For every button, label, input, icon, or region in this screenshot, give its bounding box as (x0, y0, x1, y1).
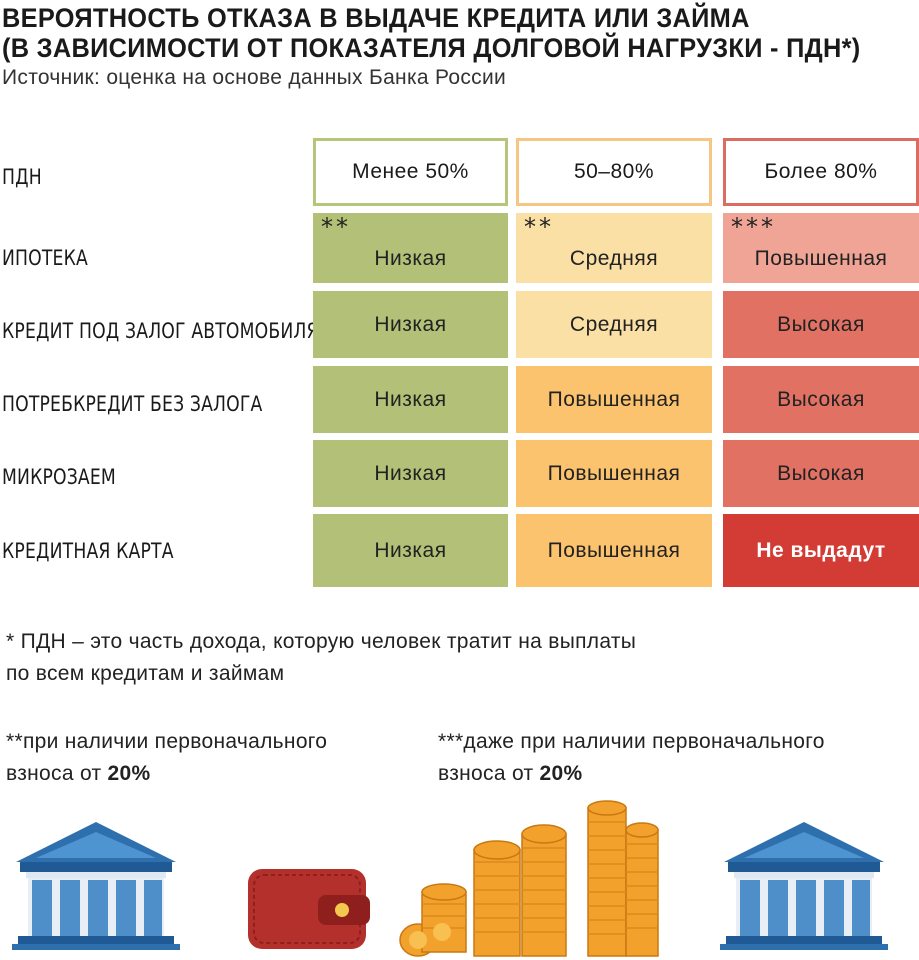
table-cell: Низкая (313, 291, 508, 358)
footnote-line: по всем кредитам и займам (6, 662, 285, 685)
footnote-value: 20% (107, 762, 151, 785)
footnote-value: 20% (539, 762, 583, 785)
source-note: Источник: оценка на основе данных Банка … (2, 66, 507, 89)
footnote-stars: *** (731, 213, 776, 241)
footnote-line: взноса от 20% (438, 758, 825, 790)
page-title: ВЕРОЯТНОСТЬ ОТКАЗА В ВЫДАЧЕ КРЕДИТА ИЛИ … (2, 3, 861, 63)
bank-building-icon (12, 822, 180, 950)
footnote-stars: ** (524, 213, 554, 241)
title-line-2: (В ЗАВИСИМОСТИ ОТ ПОКАЗАТЕЛЯ ДОЛГОВОЙ НА… (2, 33, 861, 63)
cell-value: Повышенная (547, 387, 681, 411)
cell-value: Низкая (374, 538, 447, 562)
table-cell: Высокая (723, 366, 919, 433)
bank-building-icon (720, 822, 888, 950)
column-header-50-80: 50–80% (516, 138, 712, 206)
footnote-line: ***даже при наличии первоначального (438, 730, 825, 753)
footnote-prefix: взноса от (438, 762, 540, 785)
column-header-label: Более 80% (764, 160, 878, 183)
cell-value: Низкая (374, 247, 447, 270)
table-cell: Не выдадут (723, 514, 919, 587)
footnote-line: взноса от 20% (6, 758, 327, 790)
column-header-over-80: Более 80% (723, 138, 919, 206)
wallet-icon (248, 869, 370, 949)
table-cell: Низкая (313, 440, 508, 507)
column-header-label: Менее 50% (352, 160, 469, 183)
cell-value: Низкая (374, 312, 447, 336)
cell-value: Средняя (569, 312, 659, 336)
table-cell: Повышенная (516, 366, 712, 433)
column-header-label: 50–80% (573, 160, 655, 183)
table-cell: Низкая (313, 514, 508, 587)
footnote-stars: ** (321, 213, 351, 241)
footnote-prefix: взноса от (6, 762, 108, 785)
cell-value: Низкая (374, 461, 447, 485)
footnote-pdn: * ПДН – это часть дохода, которую челове… (6, 626, 636, 690)
table-cell: Высокая (723, 440, 919, 507)
row-label-mortgage: Ипотека (2, 246, 88, 270)
cell-value: Повышенная (547, 538, 681, 562)
footnote-triple-star: ***даже при наличии первоначального взно… (438, 726, 825, 790)
footnote-double-star: **при наличии первоначального взноса от … (6, 726, 327, 790)
coin-stacks-icon (399, 800, 659, 957)
cell-value: Повышенная (547, 461, 681, 485)
table-cell: ** Средняя (516, 213, 712, 283)
pdn-header-label: ПДН (2, 165, 42, 189)
table-cell: Повышенная (516, 514, 712, 587)
cell-value: Не выдадут (756, 538, 886, 562)
cell-value: Повышенная (754, 247, 888, 270)
title-line-1: ВЕРОЯТНОСТЬ ОТКАЗА В ВЫДАЧЕ КРЕДИТА ИЛИ … (2, 3, 750, 33)
footnote-line: **при наличии первоначального (6, 730, 328, 753)
table-cell: *** Повышенная (723, 213, 919, 283)
row-label-credit-card: Кредитная карта (2, 539, 174, 563)
cell-value: Низкая (374, 387, 447, 411)
table-cell: Повышенная (516, 440, 712, 507)
cell-value: Высокая (777, 461, 865, 485)
footnote-line: * ПДН – это часть дохода, которую челове… (6, 630, 637, 653)
row-label-auto-loan: Кредит под залог автомобиля (2, 319, 319, 343)
table-cell: Средняя (516, 291, 712, 358)
cell-value: Средняя (569, 247, 659, 270)
cell-value: Высокая (777, 387, 865, 411)
row-label-consumer-loan: Потребкредит без залога (2, 392, 263, 416)
table-cell: Низкая (313, 366, 508, 433)
cell-value: Высокая (777, 312, 865, 336)
column-header-under-50: Менее 50% (313, 138, 508, 206)
table-cell: Высокая (723, 291, 919, 358)
row-label-microloan: Микрозаем (2, 465, 116, 489)
table-cell: ** Низкая (313, 213, 508, 283)
